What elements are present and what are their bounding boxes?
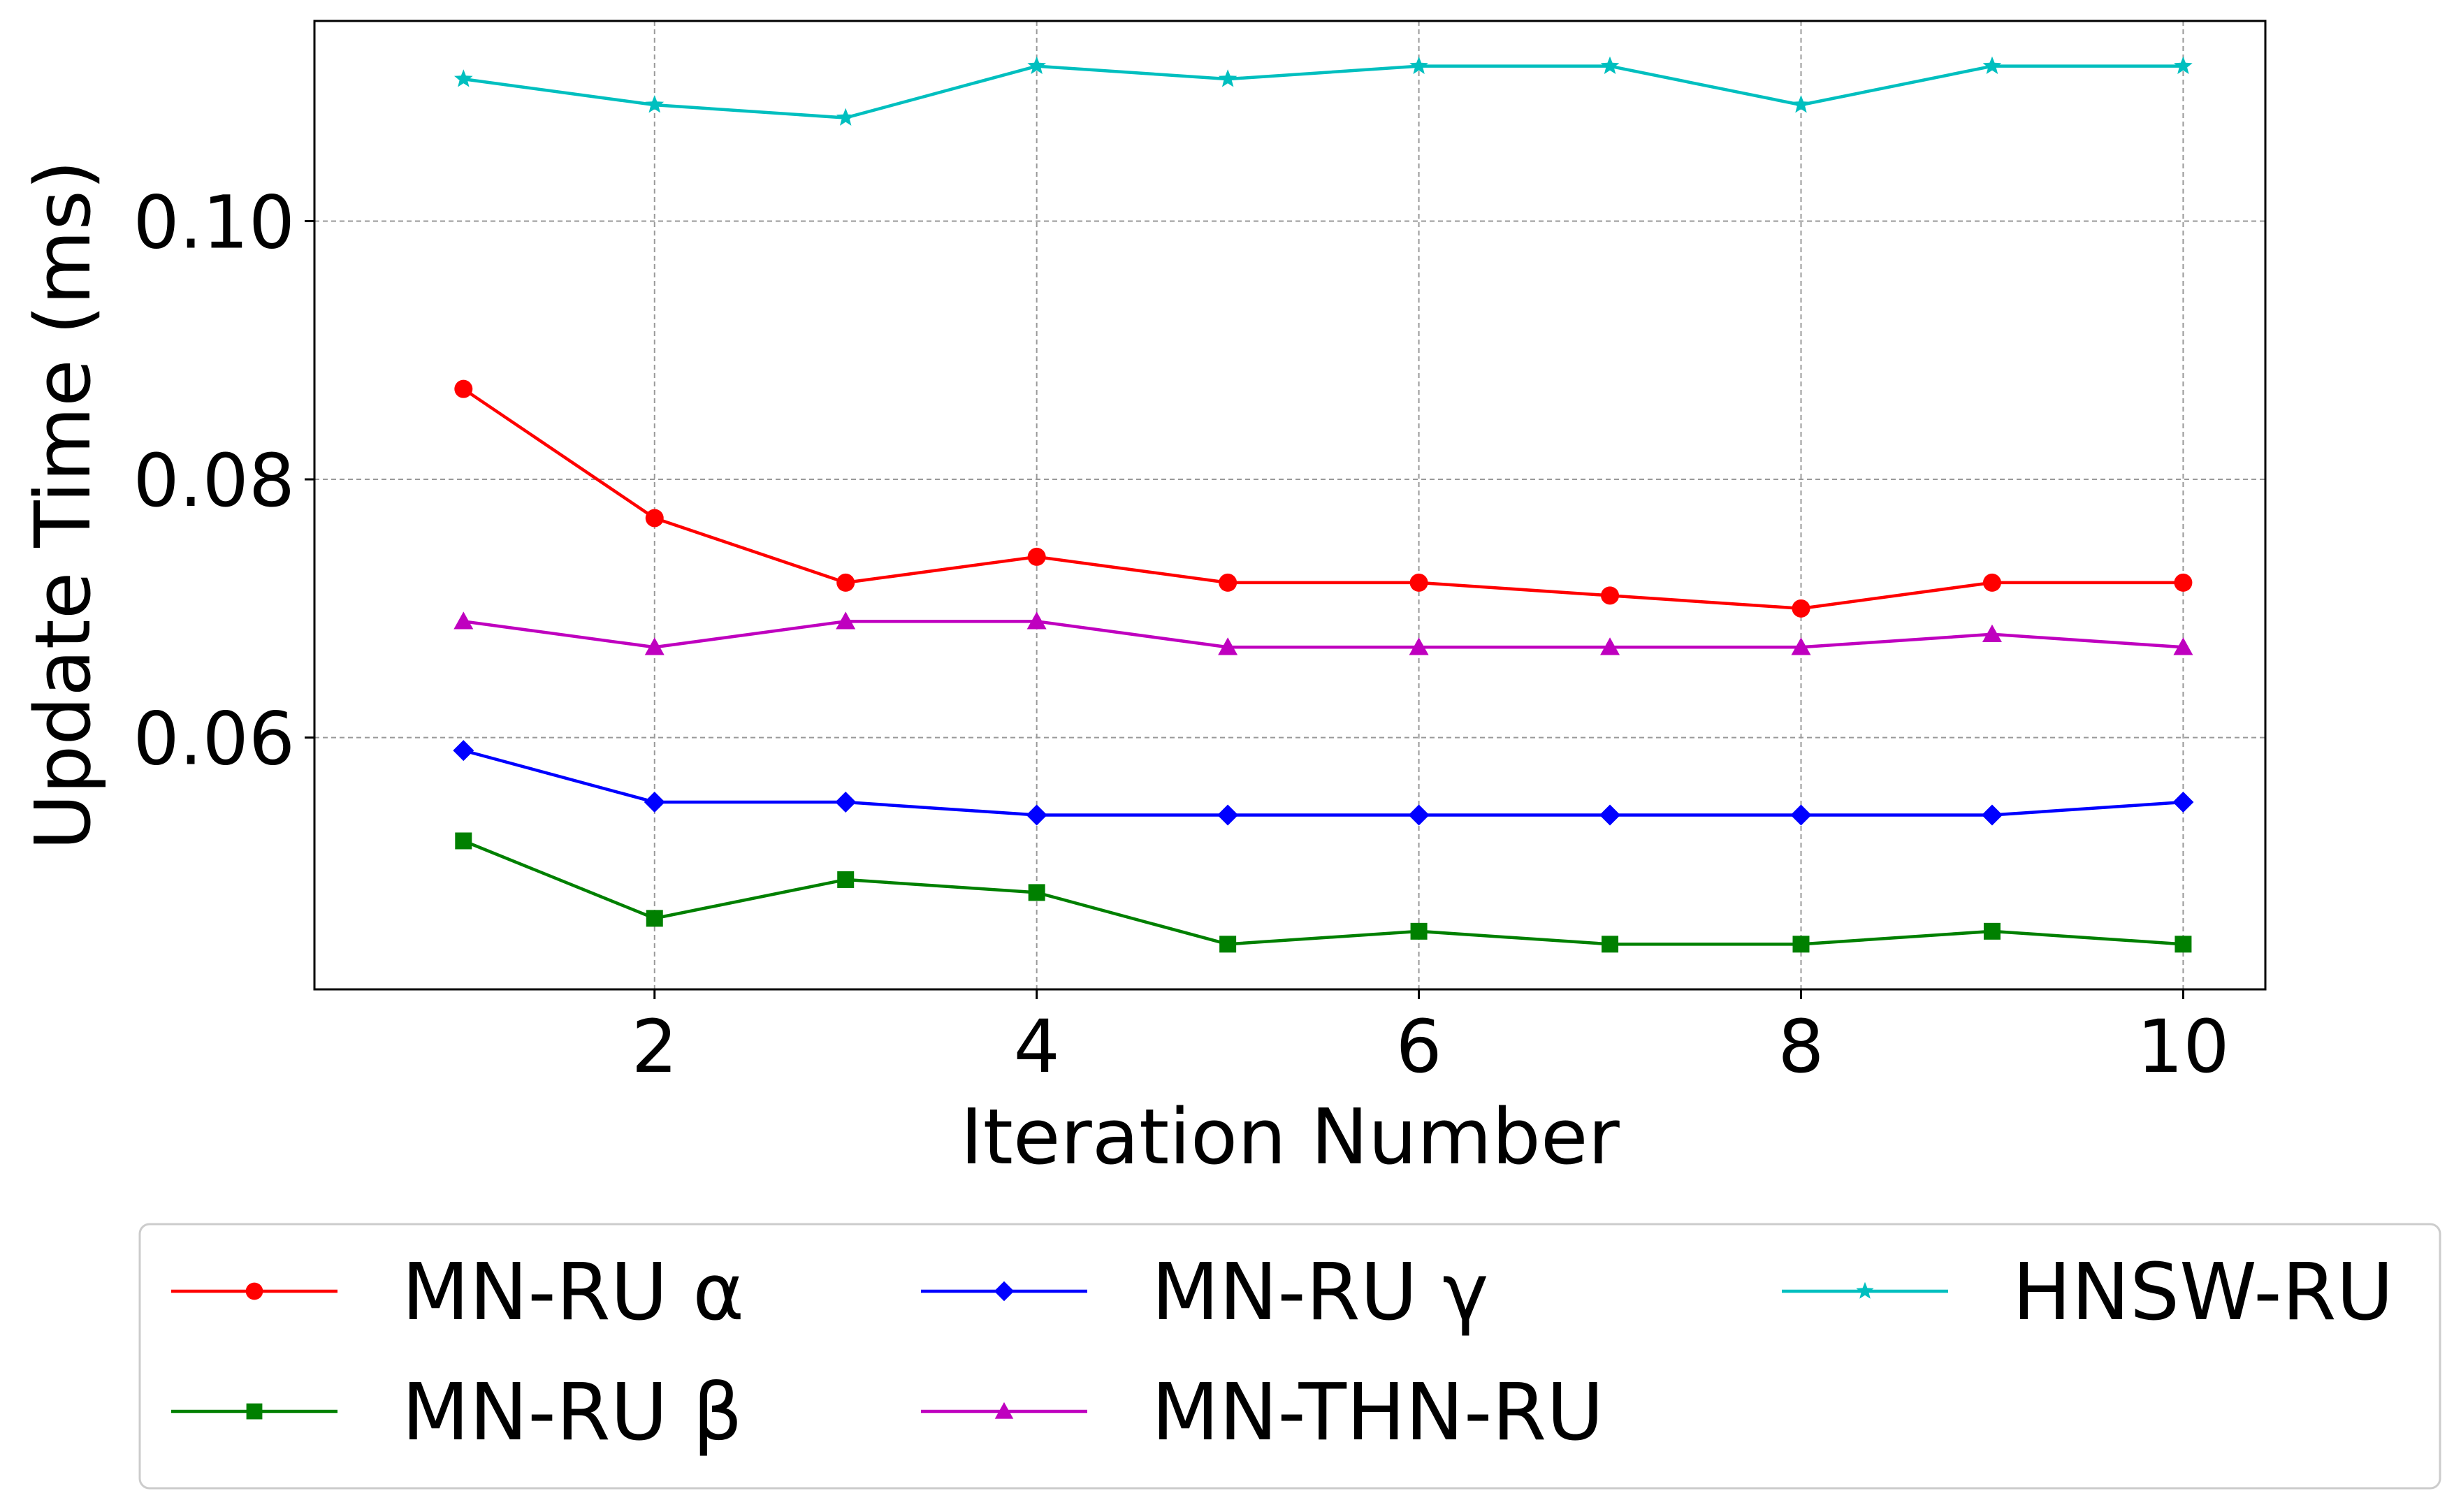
y-tick-label: 0.10 (133, 180, 295, 265)
series-line (463, 387, 2184, 611)
legend-marker (994, 1281, 1015, 1302)
series-line (463, 839, 2184, 946)
y-tick-label: 0.08 (133, 438, 295, 523)
data-point (1028, 884, 1045, 901)
x-tick-label: 6 (1395, 1004, 1442, 1089)
data-point (1981, 804, 2003, 826)
data-point (835, 792, 857, 813)
legend-marker (1856, 1281, 1874, 1299)
series-HNSW-RU (454, 56, 2193, 126)
series-line (463, 620, 2184, 649)
legend-item: MN-RU γ (921, 1247, 1489, 1338)
data-point (836, 108, 855, 126)
data-point (2174, 573, 2193, 592)
data-point (1027, 547, 1046, 566)
data-point (1219, 936, 1237, 953)
data-point (1027, 56, 1046, 74)
data-point (2174, 56, 2193, 74)
series-MN-THN-RU (453, 611, 2193, 655)
legend-label: HNSW-RU (2012, 1247, 2394, 1338)
data-point (646, 910, 663, 927)
plot-area (313, 20, 2267, 991)
legend-item: MN-RU α (171, 1247, 744, 1338)
data-point (836, 573, 855, 592)
data-point (645, 509, 664, 528)
legend-item: MN-RU β (171, 1367, 743, 1458)
y-tick-label: 0.06 (133, 697, 295, 782)
legend-label: MN-RU γ (1152, 1247, 1489, 1338)
data-point (836, 611, 856, 630)
data-point (1792, 936, 1810, 953)
data-point (1792, 95, 1810, 113)
data-point (2175, 936, 2192, 953)
data-point (1026, 611, 1047, 630)
x-tick-label: 8 (1778, 1004, 1824, 1089)
data-point (1792, 599, 1810, 618)
data-point (645, 95, 665, 113)
data-point (837, 871, 855, 888)
data-point (453, 611, 474, 630)
data-point (1602, 936, 1619, 953)
data-point (1600, 56, 1620, 74)
legend: MN-RU α MN-RU β MN-RU γ MN-THN-RU HNSW-RU (138, 1223, 2441, 1490)
data-point (1218, 637, 1238, 655)
data-point (1217, 804, 1239, 826)
legend-marker (994, 1402, 1014, 1419)
series-line (463, 748, 2184, 817)
data-point (455, 832, 472, 850)
legend-item: MN-THN-RU (921, 1367, 1604, 1458)
data-point (1409, 573, 1428, 592)
legend-marker (245, 1282, 263, 1300)
data-point (1983, 922, 2001, 940)
data-point (1408, 804, 1430, 826)
data-point (1026, 804, 1047, 826)
x-tick-label: 2 (632, 1004, 678, 1089)
data-point (1219, 573, 1237, 592)
data-point (453, 740, 474, 762)
data-point (644, 792, 665, 813)
x-axis-label: Iteration Number (960, 1092, 1620, 1182)
data-point (1409, 56, 1428, 74)
series-lines (453, 56, 2194, 953)
legend-label: MN-THN-RU (1152, 1367, 1604, 1458)
data-point (1218, 69, 1237, 87)
data-point (1790, 804, 1812, 826)
data-point (1410, 922, 1428, 940)
data-point (1791, 637, 1811, 655)
data-point (1982, 573, 2001, 592)
series-MN-RU α (454, 379, 2193, 618)
x-tick-label: 4 (1014, 1004, 1060, 1089)
legend-label: MN-RU β (402, 1367, 743, 1458)
series-MN-RU γ (453, 740, 2194, 826)
data-point (644, 637, 665, 655)
data-point (2173, 637, 2193, 655)
axis-ticks: 2 4 6 8 10 0.06 0.08 0.10 (133, 180, 2229, 1089)
y-axis-label: Update Time (ms) (18, 160, 108, 850)
data-point (1982, 624, 2002, 642)
legend-label: MN-RU α (402, 1247, 744, 1338)
grid-lines (314, 21, 2265, 989)
data-point (1600, 637, 1620, 655)
data-point (1599, 804, 1621, 826)
legend-marker (246, 1403, 263, 1420)
x-tick-label: 10 (2137, 1004, 2229, 1089)
series-MN-RU β (455, 832, 2192, 953)
data-point (1409, 637, 1429, 655)
data-point (2172, 792, 2194, 813)
data-point (454, 379, 473, 398)
legend-item: HNSW-RU (1782, 1247, 2394, 1338)
series-line (463, 64, 2184, 119)
data-point (1982, 56, 2002, 74)
data-point (1601, 586, 1620, 605)
data-point (454, 69, 473, 87)
